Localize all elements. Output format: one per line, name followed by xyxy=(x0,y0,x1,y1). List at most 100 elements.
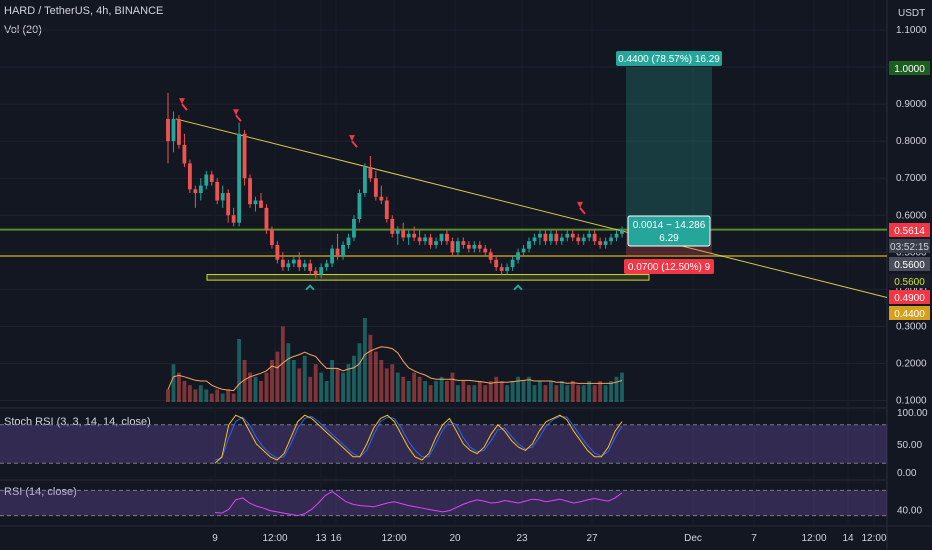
volume-bar xyxy=(499,381,504,402)
candle-body xyxy=(428,237,433,245)
stop-label: 0.0700 (12.50%) 9 xyxy=(628,262,711,273)
volume-bar xyxy=(576,385,581,402)
rsi-line xyxy=(214,491,623,517)
candle-body xyxy=(220,193,225,201)
x-tick-label: 12:00 xyxy=(381,533,406,544)
volume-bar xyxy=(226,389,231,402)
target-zone xyxy=(626,67,712,230)
volume-bar xyxy=(182,381,187,402)
candle-body xyxy=(215,181,220,201)
volume-bar xyxy=(450,372,455,402)
candle-body xyxy=(412,233,417,238)
candle-body xyxy=(357,193,362,219)
volume-bar xyxy=(587,381,592,402)
top-marker xyxy=(577,201,583,208)
candle-body xyxy=(248,178,252,205)
candle-body xyxy=(565,233,570,238)
volume-bar xyxy=(248,372,252,402)
top-marker xyxy=(349,135,355,142)
candle-body xyxy=(330,248,335,264)
candle-body xyxy=(275,244,280,260)
price-badge: 0.5600 xyxy=(894,277,925,288)
volume-bar xyxy=(483,385,488,402)
candle-body xyxy=(477,244,482,249)
y-tick-label: 1.1000 xyxy=(896,25,927,36)
top-marker-stem xyxy=(351,140,358,148)
y-tick-label: 0.8000 xyxy=(896,136,927,147)
candle-body xyxy=(406,233,411,238)
volume-bar xyxy=(603,385,608,402)
volume-bar xyxy=(363,318,367,402)
candle-body xyxy=(570,233,575,238)
price-badge: 03:52:15 xyxy=(890,242,929,253)
candle-body xyxy=(559,237,564,242)
volume-bar xyxy=(231,393,236,402)
candle-body xyxy=(516,252,520,260)
price-badge-bg xyxy=(889,257,930,271)
candle-body xyxy=(253,200,258,205)
volume-bar xyxy=(302,355,307,402)
volume-bar xyxy=(598,381,603,402)
y-tick-label: 0.7000 xyxy=(896,173,927,184)
volume-bar xyxy=(570,381,575,402)
volume-bar xyxy=(417,376,422,402)
price-badge: 1.0000 xyxy=(894,64,925,75)
target-label-bg xyxy=(616,51,722,66)
y-tick-label: 0.6000 xyxy=(896,210,927,221)
candle-body xyxy=(483,248,488,253)
x-tick-label: 16 xyxy=(330,533,342,544)
volume-bar xyxy=(253,376,258,402)
candle-body xyxy=(445,233,449,242)
volume-bar xyxy=(581,385,586,402)
volume-bar xyxy=(242,360,247,402)
candle-body xyxy=(417,237,422,242)
entry-label-2: 6.29 xyxy=(659,233,679,244)
candle-body xyxy=(352,218,356,238)
volume-bar xyxy=(445,381,449,402)
volume-bar xyxy=(521,381,526,402)
candle-body xyxy=(242,133,247,179)
candle-body xyxy=(209,174,214,182)
volume-bar xyxy=(527,376,531,402)
volume-bar xyxy=(510,381,515,402)
volume-bar xyxy=(187,385,192,402)
candle-body xyxy=(198,185,203,194)
candle-body xyxy=(461,241,466,245)
candle-body xyxy=(270,230,274,245)
volume-bar xyxy=(532,385,537,402)
candle-body xyxy=(259,200,263,208)
candle-body xyxy=(603,241,608,245)
candle-body xyxy=(308,263,313,271)
x-tick-label: Dec xyxy=(684,533,702,544)
volume-bar xyxy=(565,385,570,402)
candle-body xyxy=(226,193,231,216)
volume-bar xyxy=(434,381,438,402)
x-tick-label: 12:00 xyxy=(262,533,287,544)
x-tick-label: 13 xyxy=(315,533,327,544)
candle-body xyxy=(576,237,581,242)
candle-body xyxy=(548,233,553,242)
candle-body xyxy=(472,244,477,249)
volume-bar xyxy=(324,381,329,402)
x-tick-label: 23 xyxy=(516,533,528,544)
candle-body xyxy=(521,248,526,253)
candle-body xyxy=(401,230,406,238)
volume-bar xyxy=(505,385,510,402)
candle-body xyxy=(319,267,324,275)
volume-bar xyxy=(308,376,313,402)
volume-bar xyxy=(412,372,417,402)
price-badge-bg xyxy=(889,274,930,288)
candle-body xyxy=(450,241,455,253)
candle-body xyxy=(455,241,460,253)
candle-body xyxy=(488,252,493,260)
candle-body xyxy=(423,237,427,242)
volume-bar xyxy=(472,385,477,402)
volume-bar xyxy=(538,381,542,402)
volume-bar xyxy=(559,381,564,402)
candle-body xyxy=(302,263,307,268)
volume-bar xyxy=(439,376,444,402)
volume-bar xyxy=(204,389,209,402)
candle-body xyxy=(177,118,181,145)
volume-bar xyxy=(614,376,619,402)
